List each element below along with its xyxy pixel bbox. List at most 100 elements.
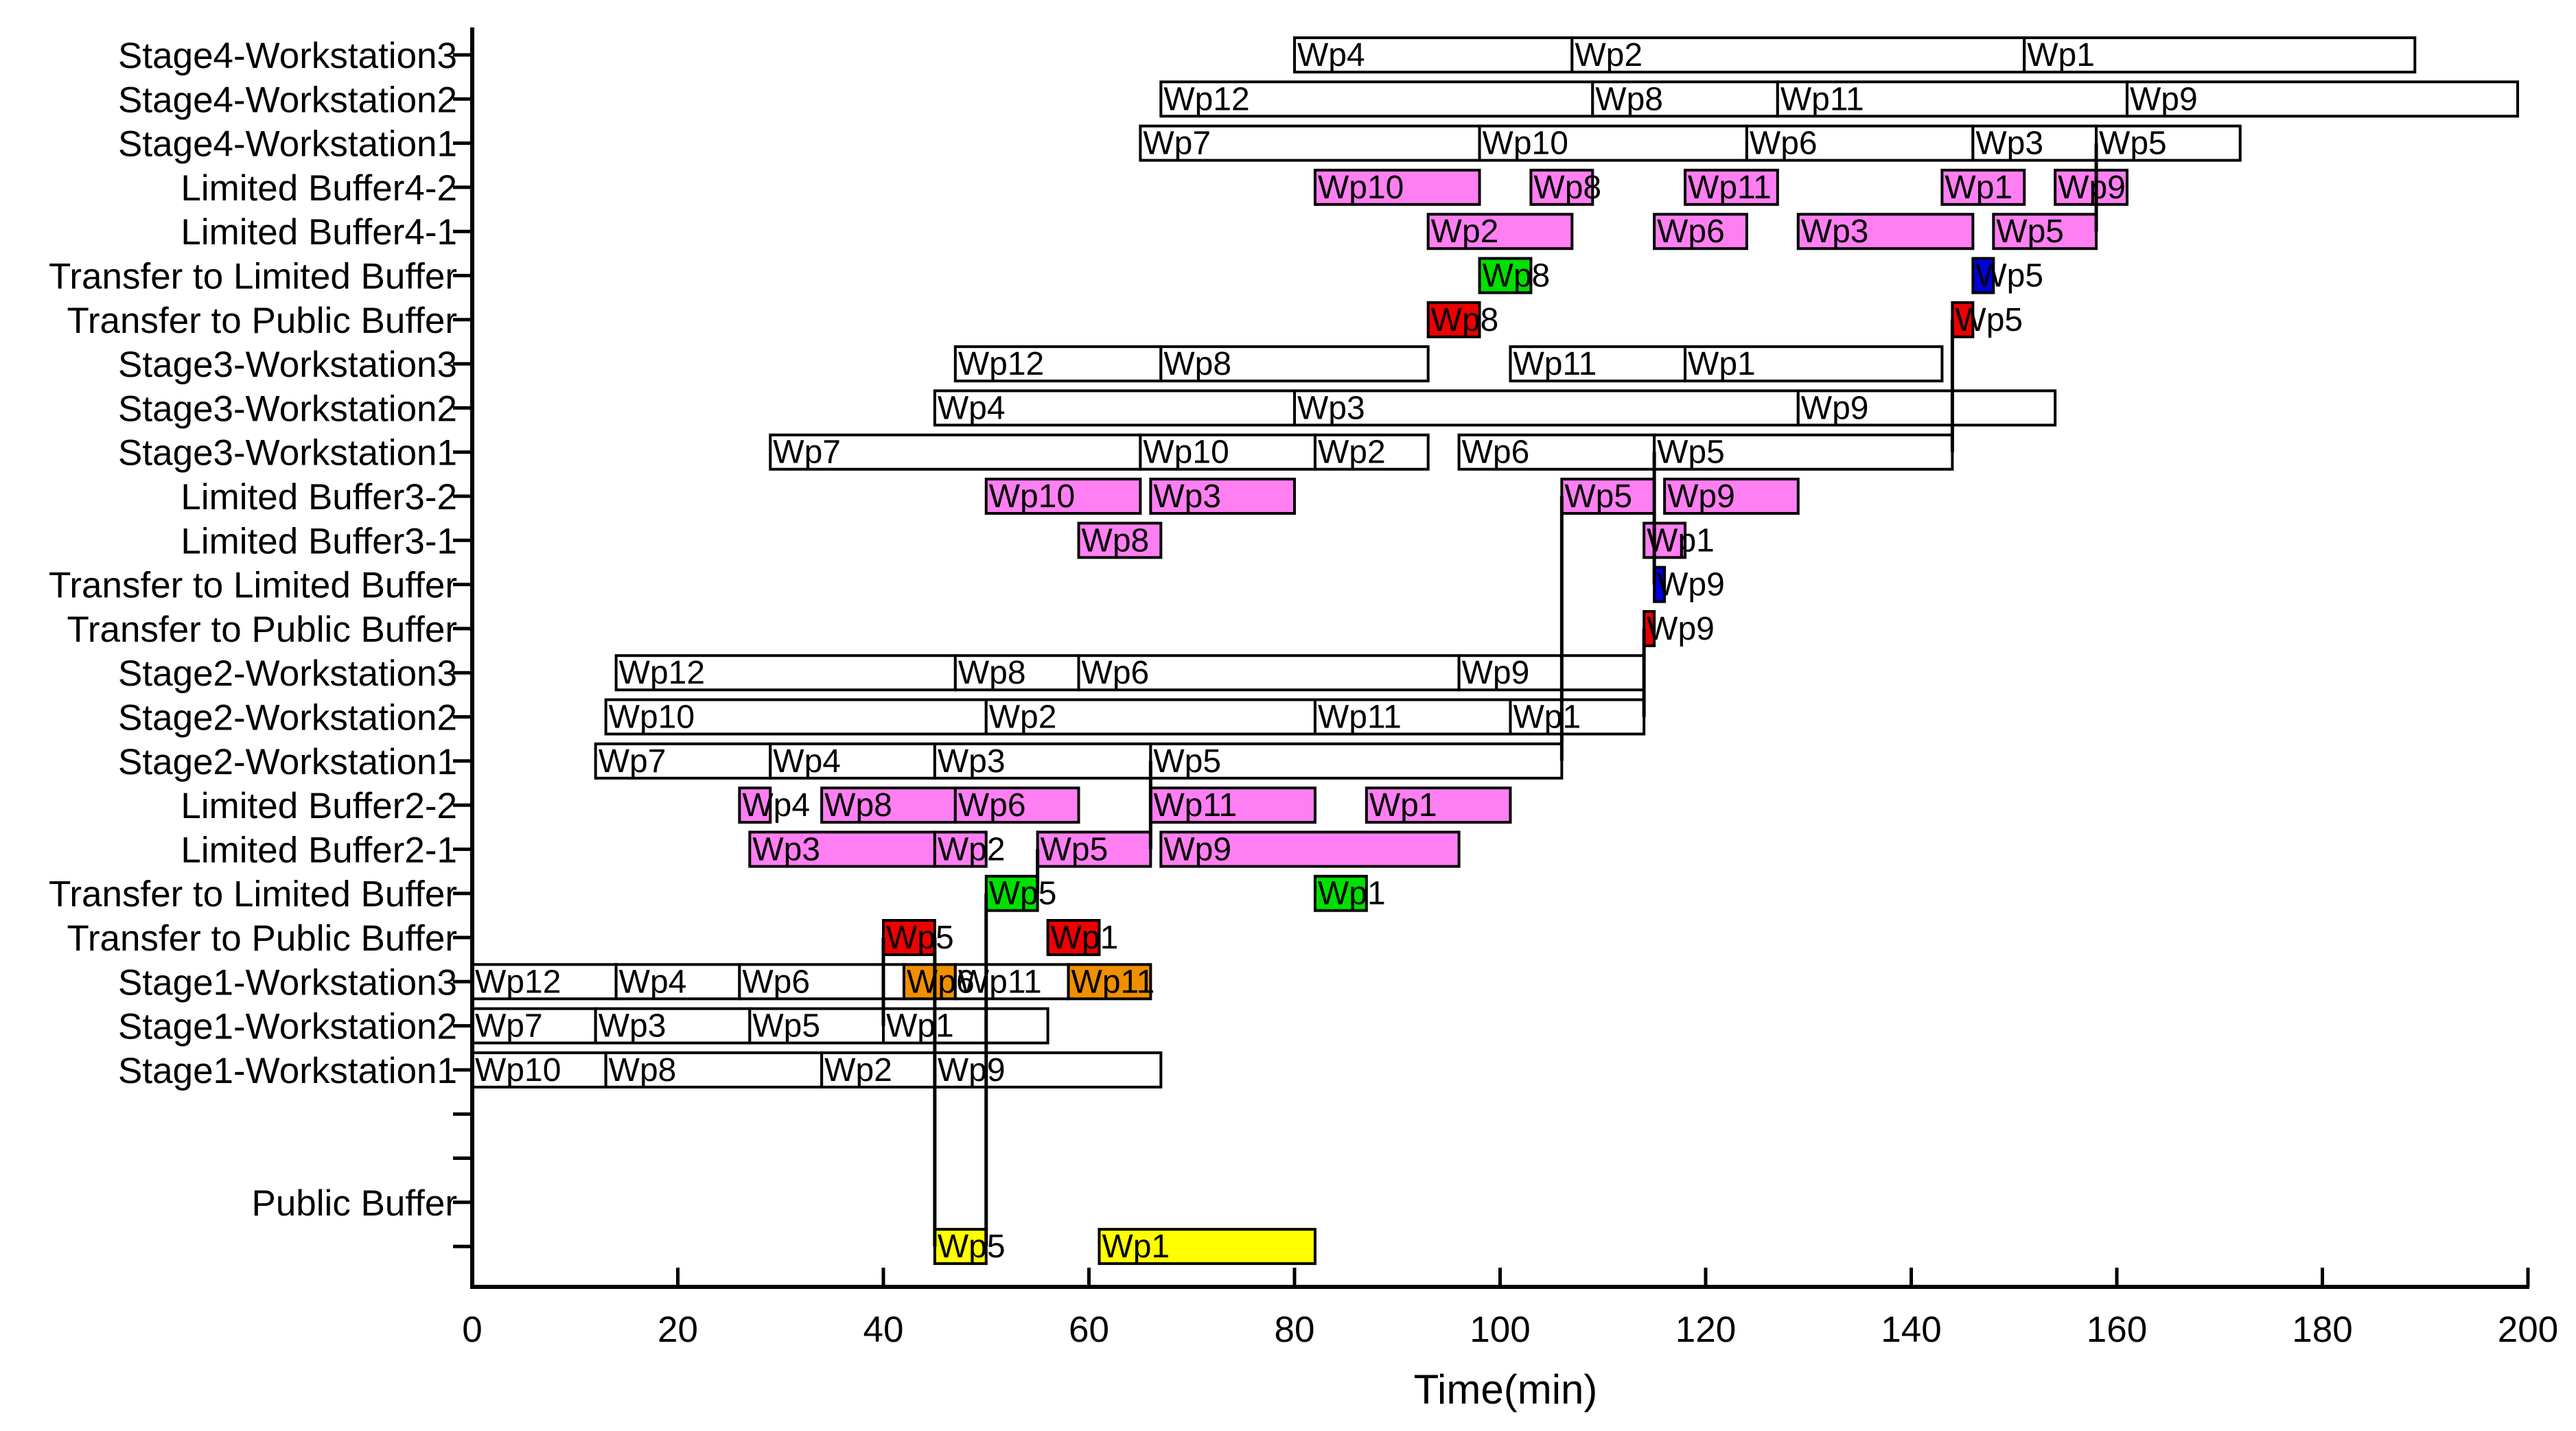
- bar-label: Wp1: [1688, 346, 1756, 382]
- gantt-bar: [953, 787, 1080, 824]
- row-label: Transfer to Public Buffer: [67, 301, 457, 341]
- bar-label: Wp3: [1153, 478, 1221, 515]
- bar-label: Wp11: [1780, 81, 1864, 117]
- row-label: Limited Buffer3-1: [181, 521, 457, 561]
- bar-label: Wp5: [1153, 743, 1221, 780]
- row-label: Stage4-Workstation1: [118, 124, 457, 165]
- bar-label: Wp5: [1996, 213, 2064, 250]
- x-tick-label: 80: [1275, 1310, 1315, 1350]
- bar-label: Wp8: [1595, 81, 1663, 117]
- bar-label: Wp3: [599, 1008, 666, 1045]
- bar-label: Wp11: [1071, 964, 1155, 1000]
- gantt-bar: [1796, 213, 1975, 251]
- y-axis-ticks: [453, 53, 472, 1248]
- x-tick-label: 120: [1675, 1310, 1736, 1350]
- gantt-bar: [1313, 168, 1481, 206]
- row-label: Stage4-Workstation3: [118, 36, 457, 76]
- bar-label: Wp12: [619, 655, 705, 691]
- gantt-bar: [1684, 168, 1779, 206]
- bar-label: Wp8: [1533, 170, 1601, 206]
- row-label: Stage3-Workstation3: [118, 345, 457, 385]
- row-label: Stage2-Workstation1: [118, 742, 457, 782]
- gantt-bar: [1529, 168, 1594, 206]
- bar-label: Wp8: [1163, 346, 1231, 382]
- bar-label: Wp8: [1483, 258, 1551, 294]
- gantt-bar: [1478, 124, 1748, 162]
- gantt-bar: [1159, 345, 1430, 383]
- row-label: Transfer to Limited Buffer: [49, 566, 457, 606]
- row-label: Stage3-Workstation1: [118, 433, 457, 474]
- gantt-bar: [1971, 257, 1995, 294]
- gantt-bar: [953, 963, 1070, 1001]
- bar-label: Wp5: [886, 920, 954, 956]
- bar-label: Wp8: [958, 655, 1026, 691]
- x-tick-label: 100: [1470, 1310, 1530, 1350]
- row-label: Transfer to Public Buffer: [67, 609, 457, 650]
- row-label: Limited Buffer2-2: [181, 786, 457, 826]
- row-label: Limited Buffer4-1: [181, 212, 457, 253]
- bar-label: Wp3: [938, 743, 1006, 780]
- bar-label: Wp5: [1657, 434, 1725, 471]
- bar-label: Wp4: [1297, 37, 1365, 73]
- gantt-bar: [1293, 389, 1800, 427]
- bar-label: Wp9: [938, 1052, 1006, 1089]
- bar-label: Wp6: [958, 787, 1026, 824]
- row-label: Stage2-Workstation3: [118, 653, 457, 694]
- bar-label: Wp1: [1513, 699, 1581, 736]
- gantt-bar: [1570, 36, 2026, 73]
- gantt-bar: [882, 1007, 1049, 1045]
- bar-label: Wp1: [2027, 37, 2095, 73]
- bar-label: Wp4: [742, 787, 810, 824]
- gantt-bar: [471, 1007, 597, 1045]
- bar-label: Wp9: [1163, 831, 1231, 868]
- gantt-bar: [1098, 1228, 1316, 1266]
- bar-label: Wp11: [1318, 699, 1402, 736]
- gantt-bar: [1951, 301, 1975, 338]
- bar-label: Wp6: [1082, 655, 1150, 691]
- bar-label: Wp3: [1975, 126, 2043, 162]
- bar-label: Wp9: [1657, 567, 1725, 603]
- gantt-bar: [902, 963, 957, 1001]
- row-label: Transfer to Limited Buffer: [49, 874, 457, 915]
- bar-label: Wp1: [1318, 876, 1386, 912]
- x-tick-label: 0: [462, 1310, 482, 1350]
- bar-label: Wp10: [475, 1052, 561, 1089]
- gantt-bar: [1591, 80, 1779, 118]
- bar-label: Wp7: [1143, 126, 1211, 162]
- gantt-bar: [1067, 963, 1152, 1001]
- bar-label: Wp8: [824, 787, 892, 824]
- gantt-bar: [738, 963, 905, 1001]
- bar-label: Wp6: [1462, 434, 1530, 471]
- gantt-bar: [738, 787, 772, 824]
- gantt-bar: [604, 698, 988, 736]
- x-tick-label: 180: [2292, 1310, 2352, 1350]
- gantt-bar: [2125, 80, 2520, 118]
- gantt-bar: [1457, 654, 1646, 692]
- row-label: Transfer to Public Buffer: [67, 918, 457, 959]
- gantt-bar: [614, 654, 957, 692]
- bar-label: Wp11: [1688, 170, 1772, 206]
- gantt-bar: [1992, 213, 2098, 251]
- x-tick-label: 200: [2498, 1310, 2558, 1350]
- gantt-bar: [1365, 787, 1512, 824]
- x-tick-label: 140: [1881, 1310, 1941, 1350]
- bar-label: Wp8: [609, 1052, 677, 1089]
- x-axis-ticks: [470, 1268, 2530, 1287]
- bar-label: Wp2: [1431, 213, 1499, 250]
- bar-label: Wp11: [1153, 787, 1237, 824]
- bars: [471, 36, 2520, 1266]
- bar-label: Wp9: [2130, 81, 2198, 117]
- bar-label: Wp12: [1163, 81, 1249, 117]
- bar-label: Wp10: [1318, 170, 1404, 206]
- bar-label: Wp12: [958, 346, 1044, 382]
- bar-label: Wp6: [907, 964, 975, 1000]
- gantt-bar: [1745, 124, 1975, 162]
- gantt-bar: [1149, 742, 1564, 780]
- bar-label: Wp7: [475, 1008, 543, 1045]
- bar-label: Wp2: [1575, 37, 1643, 73]
- bar-label: Wp2: [824, 1052, 892, 1089]
- bar-label: Wp6: [1657, 213, 1725, 250]
- bar-label: Wp9: [1462, 655, 1530, 691]
- row-label: Limited Buffer2-1: [181, 830, 457, 870]
- gantt-bar: [1509, 698, 1646, 736]
